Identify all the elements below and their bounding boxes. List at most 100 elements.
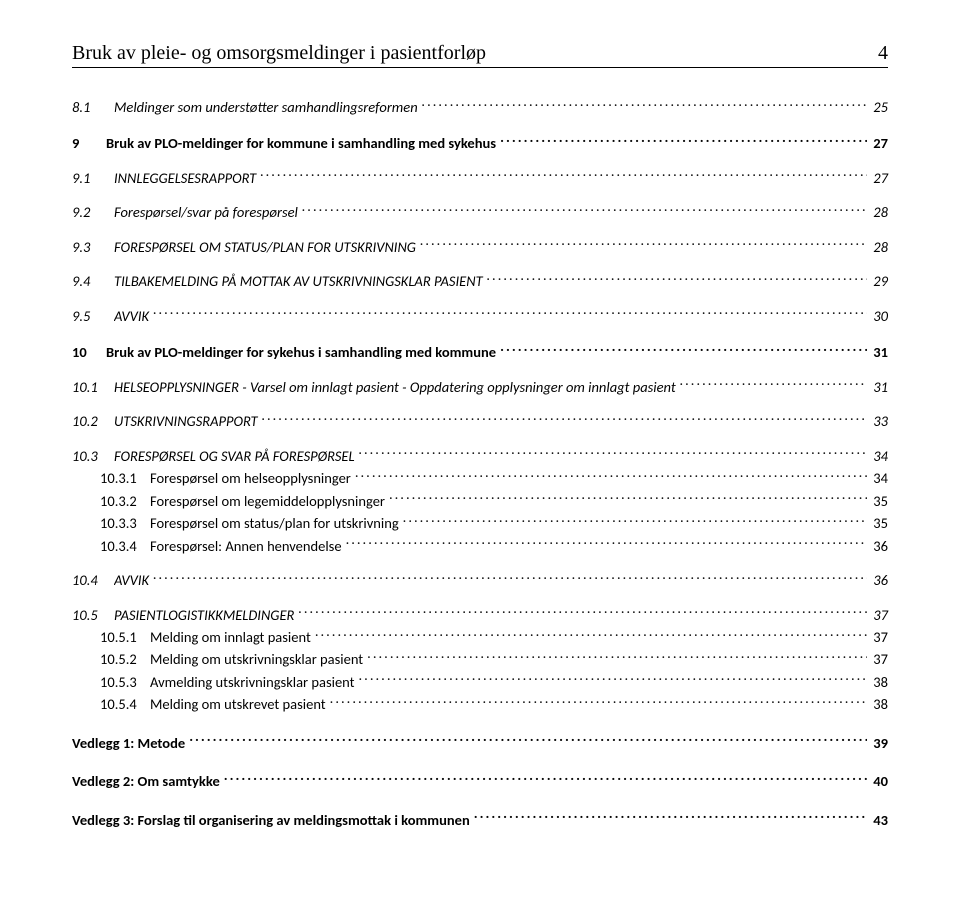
toc-entry-page: 28	[867, 236, 888, 258]
toc-entry-page: 28	[867, 201, 888, 223]
toc-entry-title: Meldinger som understøtter samhandlingsr…	[114, 96, 422, 118]
toc-entry-page: 30	[867, 305, 888, 327]
toc-entry-page: 35	[867, 490, 888, 512]
toc-entry-page: 38	[867, 693, 888, 715]
toc-entry-number: 10	[72, 341, 106, 363]
toc-leader-dots	[260, 168, 867, 183]
toc-leader-dots	[355, 469, 867, 484]
toc-leader-dots	[359, 446, 868, 461]
toc-entry: 10.3FORESPØRSEL OG SVAR PÅ FORESPØRSEL 34	[72, 445, 888, 467]
toc-entry-title: Melding om utskrivningsklar pasient	[150, 648, 367, 670]
toc-entry-page: 34	[867, 445, 888, 467]
toc-entry-number: 9.5	[72, 305, 114, 327]
toc-entry: 10.3.1Forespørsel om helseopplysninger 34	[72, 467, 888, 489]
toc-entry-page: 37	[867, 604, 888, 626]
toc-entry: 9.4TILBAKEMELDING PÅ MOTTAK AV UTSKRIVNI…	[72, 270, 888, 292]
toc-entry: 9.5AVVIK 30	[72, 305, 888, 327]
toc-entry-number: 10.4	[72, 569, 114, 591]
toc-leader-dots	[500, 343, 867, 358]
toc-entry-page: 29	[867, 270, 888, 292]
toc-entry: 10.5.2Melding om utskrivningsklar pasien…	[72, 648, 888, 670]
toc-entry: 9.3FORESPØRSEL OM STATUS/PLAN FOR UTSKRI…	[72, 236, 888, 258]
toc-entry-number: 10.5.1	[100, 626, 150, 648]
toc-entry-page: 25	[867, 96, 888, 118]
toc-entry-number: 10.3	[72, 445, 114, 467]
toc-entry-title: Bruk av PLO-meldinger for kommune i samh…	[106, 132, 500, 154]
page-header: Bruk av pleie- og omsorgsmeldinger i pas…	[72, 42, 888, 68]
toc-leader-dots	[315, 627, 867, 642]
toc-entry-number: 9	[72, 132, 106, 154]
toc-entry: 9Bruk av PLO-meldinger for kommune i sam…	[72, 132, 888, 154]
toc-entry-title: Melding om utskrevet pasient	[150, 693, 330, 715]
toc-leader-dots	[359, 672, 868, 687]
toc-entry-title: AVVIK	[114, 305, 153, 327]
toc-leader-dots	[487, 272, 868, 287]
toc-entry-title: TILBAKEMELDING PÅ MOTTAK AV UTSKRIVNINGS…	[114, 270, 487, 292]
toc-entry-title: PASIENTLOGISTIKKMELDINGER	[114, 604, 298, 626]
toc-entry: 9.2Forespørsel/svar på forespørsel28	[72, 201, 888, 223]
toc-entry: Vedlegg 3: Forslag til organisering av m…	[72, 809, 888, 831]
toc-entry: Vedlegg 1: Metode 39	[72, 732, 888, 754]
toc-leader-dots	[389, 491, 867, 506]
toc-entry-number: 10.3.1	[100, 467, 150, 489]
toc-entry-number: 10.5	[72, 604, 114, 626]
toc-entry: 10.5.1Melding om innlagt pasient37	[72, 626, 888, 648]
header-page-number: 4	[878, 42, 888, 65]
toc-leader-dots	[224, 772, 868, 787]
toc-entry-title: HELSEOPPLYSNINGER - Varsel om innlagt pa…	[114, 376, 680, 398]
toc-entry-title: Vedlegg 2: Om samtykke	[72, 770, 224, 792]
toc-entry-title: Forespørsel: Annen henvendelse	[150, 535, 346, 557]
toc-entry-title: Bruk av PLO-meldinger for sykehus i samh…	[106, 341, 500, 363]
toc-entry-number: 9.4	[72, 270, 114, 292]
toc-leader-dots	[153, 571, 867, 586]
toc-entry-page: 39	[867, 732, 888, 754]
toc-entry: 10.5.4Melding om utskrevet pasient 38	[72, 693, 888, 715]
toc-leader-dots	[189, 733, 867, 748]
toc-entry: 10.3.4Forespørsel: Annen henvendelse36	[72, 535, 888, 557]
toc-entry-page: 37	[867, 648, 888, 670]
toc-leader-dots	[262, 412, 868, 427]
toc-entry-page: 31	[867, 341, 888, 363]
toc-leader-dots	[500, 134, 867, 149]
toc-entry-page: 27	[867, 167, 888, 189]
toc-entry-page: 27	[867, 132, 888, 154]
toc-entry: 10.4AVVIK 36	[72, 569, 888, 591]
toc-entry-page: 35	[867, 512, 888, 534]
toc-leader-dots	[367, 650, 867, 665]
toc-entry-title: Forespørsel om status/plan for utskrivni…	[150, 512, 403, 534]
toc-entry: 10.1HELSEOPPLYSNINGER - Varsel om innlag…	[72, 376, 888, 398]
toc-entry-title: Forespørsel om legemiddelopplysninger	[150, 490, 389, 512]
toc-entry: 10Bruk av PLO-meldinger for sykehus i sa…	[72, 341, 888, 363]
toc-entry-number: 8.1	[72, 96, 114, 118]
toc-leader-dots	[330, 695, 868, 710]
table-of-contents: 8.1Meldinger som understøtter samhandlin…	[72, 96, 888, 831]
toc-entry-number: 10.5.2	[100, 648, 150, 670]
toc-entry-number: 10.5.4	[100, 693, 150, 715]
toc-leader-dots	[153, 306, 867, 321]
toc-entry-number: 10.5.3	[100, 671, 150, 693]
toc-entry-page: 33	[867, 410, 888, 432]
toc-entry-number: 9.1	[72, 167, 114, 189]
toc-entry-title: Vedlegg 1: Metode	[72, 732, 189, 754]
toc-entry-page: 40	[867, 770, 888, 792]
toc-entry-title: Avmelding utskrivningsklar pasient	[150, 671, 359, 693]
toc-entry-title: Forespørsel/svar på forespørsel	[114, 201, 302, 223]
toc-entry-page: 36	[867, 569, 888, 591]
toc-entry: 10.2UTSKRIVNINGSRAPPORT33	[72, 410, 888, 432]
toc-leader-dots	[422, 98, 868, 113]
header-title: Bruk av pleie- og omsorgsmeldinger i pas…	[72, 42, 486, 65]
toc-entry-title: AVVIK	[114, 569, 153, 591]
toc-entry-title: Forespørsel om helseopplysninger	[150, 467, 355, 489]
toc-entry-number: 10.3.2	[100, 490, 150, 512]
toc-entry-title: Vedlegg 3: Forslag til organisering av m…	[72, 809, 474, 831]
toc-entry-page: 37	[867, 626, 888, 648]
toc-entry-page: 38	[867, 671, 888, 693]
toc-entry-page: 34	[867, 467, 888, 489]
toc-leader-dots	[302, 203, 867, 218]
toc-entry-page: 36	[867, 535, 888, 557]
toc-entry: 10.3.2Forespørsel om legemiddelopplysnin…	[72, 490, 888, 512]
toc-entry-title: FORESPØRSEL OG SVAR PÅ FORESPØRSEL	[114, 445, 359, 467]
toc-entry-page: 31	[867, 376, 888, 398]
toc-entry-number: 10.2	[72, 410, 114, 432]
toc-leader-dots	[298, 605, 867, 620]
